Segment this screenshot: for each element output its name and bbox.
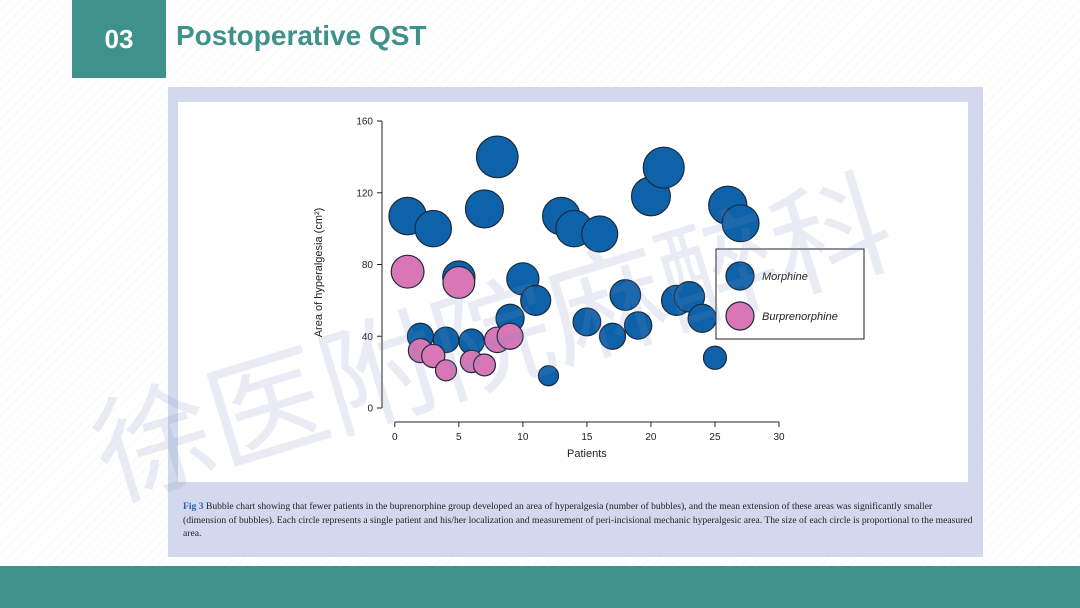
morphine-bubble — [464, 189, 505, 229]
burprenorphine-bubble — [442, 265, 476, 299]
morphine-bubble — [572, 307, 602, 337]
morphine-bubble — [537, 365, 560, 387]
morphine-bubble — [721, 204, 760, 243]
y-tick-label: 40 — [362, 332, 374, 343]
burprenorphine-bubble — [434, 359, 458, 382]
burprenorphine-bubble — [390, 254, 425, 289]
x-tick-label: 0 — [392, 432, 398, 443]
bubble-chart: 0 40 80 120 160 0 5 10 15 20 25 30 Patients Area of h… — [313, 117, 865, 460]
morphine-bubble — [642, 146, 685, 189]
legend-burprenorphine-label: Burprenorphine — [762, 311, 838, 323]
figure-label: Fig 3 — [183, 501, 204, 512]
y-tick-label: 80 — [362, 260, 374, 271]
figure-caption-text: Bubble chart showing that fewer patients… — [183, 501, 973, 539]
x-tick-label: 5 — [456, 432, 462, 443]
figure-panel: 0 40 80 120 160 0 5 10 15 20 25 30 Patients Area of h… — [168, 87, 983, 557]
x-tick-label: 30 — [773, 432, 785, 443]
x-axis-label: Patients — [567, 448, 607, 460]
page-title: Postoperative QST — [176, 20, 427, 51]
morphine-bubble — [609, 279, 642, 311]
y-tick-label: 120 — [356, 188, 373, 199]
section-number: 03 — [72, 0, 166, 78]
figure-caption: Fig 3 Bubble chart showing that fewer pa… — [183, 500, 973, 541]
y-tick-label: 160 — [356, 117, 373, 128]
y-tick-label: 0 — [367, 404, 373, 415]
legend-burprenorphine-marker — [725, 301, 755, 331]
x-tick-label: 15 — [581, 432, 593, 443]
morphine-bubble — [702, 345, 728, 370]
legend-morphine-marker — [725, 261, 755, 291]
morphine-bubble — [598, 322, 627, 350]
y-axis-label: Area of hyperalgesia (cm²) — [313, 208, 325, 338]
legend-morphine-label: Morphine — [762, 271, 808, 283]
burprenorphine-bubble — [472, 353, 497, 377]
burprenorphine-bubble — [496, 322, 524, 350]
x-tick-label: 10 — [517, 432, 529, 443]
chart-area: 0 40 80 120 160 0 5 10 15 20 25 30 Patients Area of h… — [178, 102, 968, 482]
morphine-bubble — [581, 215, 619, 253]
x-tick-label: 25 — [709, 432, 721, 443]
x-tick-label: 20 — [645, 432, 657, 443]
morphine-bubble — [414, 209, 453, 248]
morphine-bubble — [687, 303, 717, 333]
footer-bar — [0, 566, 1080, 608]
morphine-bubble — [475, 135, 519, 179]
morphine-bubble — [520, 284, 552, 316]
morphine-bubble — [623, 311, 653, 340]
